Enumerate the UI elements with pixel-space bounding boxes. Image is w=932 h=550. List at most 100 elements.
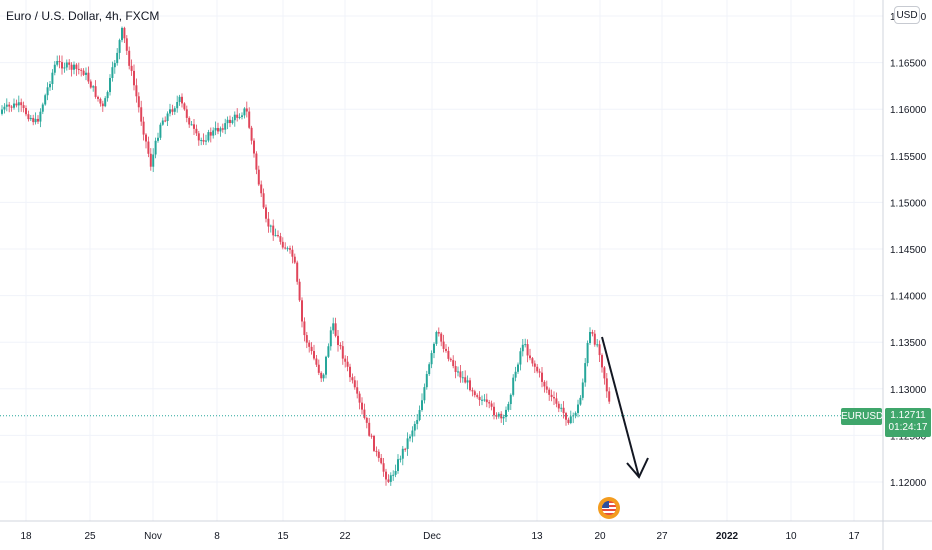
candle-body xyxy=(113,63,116,68)
x-tick-label: Dec xyxy=(423,531,441,542)
y-tick-label: 1.13000 xyxy=(890,385,927,396)
candle-body xyxy=(310,346,313,352)
candle-body xyxy=(469,380,471,391)
candle-body xyxy=(404,448,407,450)
candle-body xyxy=(509,394,512,405)
candle-body xyxy=(137,96,140,108)
candle-body xyxy=(545,386,548,390)
candle-body xyxy=(349,366,351,378)
flag-glyph xyxy=(602,501,616,515)
candle-body xyxy=(236,114,239,118)
candle-body xyxy=(217,127,219,132)
candle-body xyxy=(63,67,66,69)
candle-body xyxy=(368,422,371,436)
candle-body xyxy=(229,119,231,124)
candle-body xyxy=(197,133,200,141)
currency-button[interactable]: USD xyxy=(894,6,920,24)
candle-body xyxy=(308,342,311,347)
candle-body xyxy=(586,343,589,364)
candle-body xyxy=(584,363,587,383)
candle-body xyxy=(147,141,150,154)
x-tick-label: 17 xyxy=(848,531,860,542)
candle-body xyxy=(25,108,27,115)
candle-body xyxy=(178,96,181,103)
candle-body xyxy=(346,361,349,367)
candle-body xyxy=(567,419,570,424)
candle-body xyxy=(430,353,433,365)
candle-body xyxy=(591,332,594,334)
candle-body xyxy=(601,355,603,368)
candle-body xyxy=(315,358,318,365)
candle-body xyxy=(485,399,488,403)
candle-body xyxy=(255,153,258,170)
candle-body xyxy=(279,236,282,242)
candle-body xyxy=(577,404,579,413)
candle-body xyxy=(365,417,368,423)
candle-body xyxy=(104,98,107,107)
candle-body xyxy=(334,323,337,336)
candle-body xyxy=(433,343,435,354)
candle-body xyxy=(361,402,363,410)
candle-body xyxy=(454,366,457,372)
candle-body xyxy=(550,394,553,398)
candle-body xyxy=(301,300,303,322)
candle-body xyxy=(130,65,133,71)
candle-body xyxy=(94,86,97,97)
candle-body xyxy=(397,459,399,472)
candle-body xyxy=(176,102,179,109)
candle-body xyxy=(44,95,47,105)
candle-body xyxy=(490,403,493,407)
candle-body xyxy=(317,364,320,373)
candle-body xyxy=(224,123,227,130)
candle-body xyxy=(377,451,380,458)
candle-body xyxy=(241,115,243,117)
candle-body xyxy=(188,117,191,125)
candle-body xyxy=(133,70,135,86)
candle-body xyxy=(543,381,546,387)
candle-body xyxy=(389,475,392,482)
candle-body xyxy=(476,395,479,397)
candle-body xyxy=(452,360,455,367)
candle-body xyxy=(65,62,68,68)
candle-body xyxy=(121,27,123,41)
candle-body xyxy=(337,335,339,346)
candle-body xyxy=(281,241,284,248)
us-flag-economic-event-icon[interactable] xyxy=(598,497,620,519)
candle-body xyxy=(356,387,359,394)
candle-body xyxy=(87,72,90,82)
candle-body xyxy=(514,371,517,378)
candle-body xyxy=(123,27,126,39)
candle-body xyxy=(589,332,591,344)
candle-body xyxy=(260,184,263,194)
candle-body xyxy=(562,407,565,414)
candle-body xyxy=(190,124,193,126)
candle-body xyxy=(154,140,157,155)
candle-body xyxy=(10,106,13,108)
candle-body xyxy=(473,391,476,396)
candle-body xyxy=(27,114,30,120)
candle-body xyxy=(125,38,128,51)
candle-body xyxy=(205,140,207,142)
x-tick-label: 20 xyxy=(594,531,606,542)
candle-body xyxy=(536,366,539,372)
y-tick-label: 1.12000 xyxy=(890,478,927,489)
candle-body xyxy=(344,358,347,362)
candle-body xyxy=(97,96,99,99)
candle-body xyxy=(313,351,315,359)
candle-body xyxy=(200,140,203,142)
candle-body xyxy=(291,249,294,257)
candle-body xyxy=(253,140,255,154)
chart-title: Euro / U.S. Dollar, 4h, FXCM xyxy=(6,9,160,23)
candle-body xyxy=(493,406,495,416)
candle-body xyxy=(529,355,531,359)
candle-body xyxy=(257,169,260,185)
candle-body xyxy=(226,119,229,124)
candle-body xyxy=(157,137,159,141)
x-tick-label: 13 xyxy=(531,531,543,542)
candle-body xyxy=(387,479,390,482)
candle-body xyxy=(149,153,152,167)
candle-body xyxy=(353,380,356,388)
candle-body xyxy=(202,140,205,142)
candle-body xyxy=(80,69,83,71)
